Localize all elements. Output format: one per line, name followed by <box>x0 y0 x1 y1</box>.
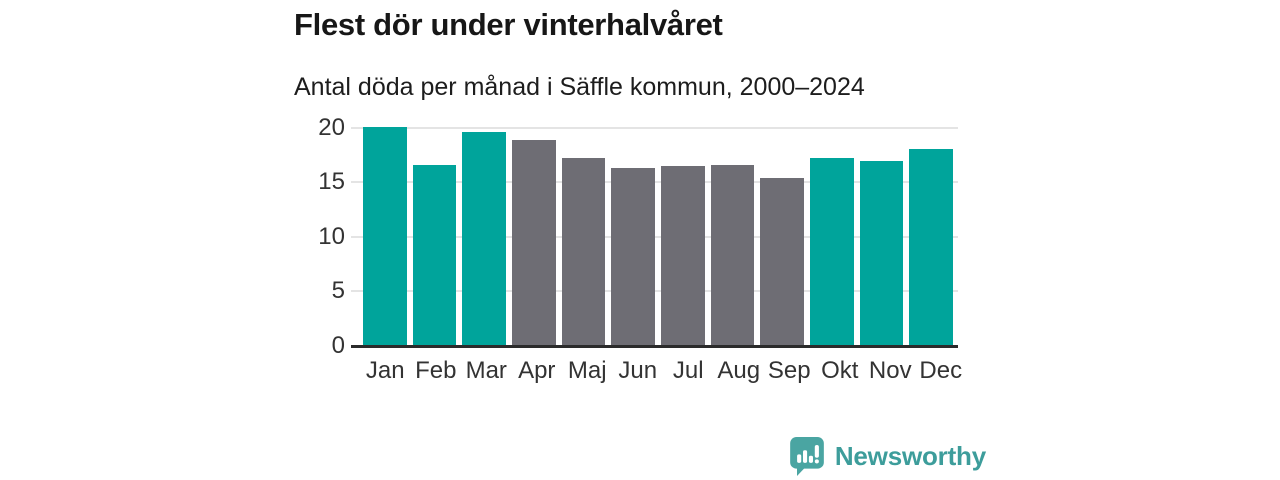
x-tick-label-aug: Aug <box>717 356 761 384</box>
bars <box>358 126 958 346</box>
bar-apr <box>512 139 556 346</box>
plot-area: 0 5 10 15 20 <box>318 115 958 357</box>
x-tick-label-mar: Mar <box>465 356 507 384</box>
bar-chart: 0 5 10 15 20 Jan Feb Mar Apr Maj Jun Jul Aug Sep Okt N… <box>294 115 986 385</box>
x-tick-label-dec: Dec <box>919 356 963 384</box>
x-tick-label-feb: Feb <box>415 356 457 384</box>
bar-jul <box>661 165 705 346</box>
bar-jan <box>363 126 407 346</box>
newsworthy-logo: Newsworthy <box>788 436 986 476</box>
bar-maj <box>561 158 606 346</box>
chart-title: Flest dör under vinterhalvåret <box>294 7 723 42</box>
x-tick-label-apr: Apr <box>518 356 556 384</box>
bar-nov <box>859 160 904 346</box>
chart-container: Flest dör under vinterhalvåret Antal död… <box>294 0 986 480</box>
x-tick-label-maj: Maj <box>567 356 607 384</box>
y-tick-label-15: 15 <box>318 168 345 196</box>
bar-okt <box>810 158 854 346</box>
bar-aug <box>710 164 755 346</box>
x-tick-label-jan: Jan <box>365 356 405 384</box>
newsworthy-logo-text: Newsworthy <box>834 440 986 471</box>
chart-subtitle: Antal döda per månad i Säffle kommun, 20… <box>294 72 865 101</box>
y-tick-label-10: 10 <box>318 222 345 250</box>
x-axis-line <box>351 344 958 348</box>
newsworthy-logo-icon <box>790 437 824 476</box>
bar-sep <box>760 177 805 346</box>
bar-mar <box>462 132 507 346</box>
x-tick-label-jul: Jul <box>672 356 704 384</box>
x-tick-label-nov: Nov <box>868 356 912 384</box>
bar-jun <box>611 168 656 346</box>
x-tick-label-jun: Jun <box>618 356 658 384</box>
y-tick-label-20: 20 <box>318 113 345 141</box>
x-tick-label-sep: Sep <box>767 356 811 384</box>
x-axis: Jan Feb Mar Apr Maj Jun Jul Aug Sep Okt Nov Dec <box>358 357 968 385</box>
bar-dec <box>909 148 954 346</box>
gridline-20 <box>351 126 958 129</box>
y-tick-label-5: 5 <box>331 277 345 305</box>
y-tick-label-0: 0 <box>331 331 345 359</box>
bar-feb <box>412 164 457 346</box>
x-tick-label-okt: Okt <box>821 356 859 384</box>
